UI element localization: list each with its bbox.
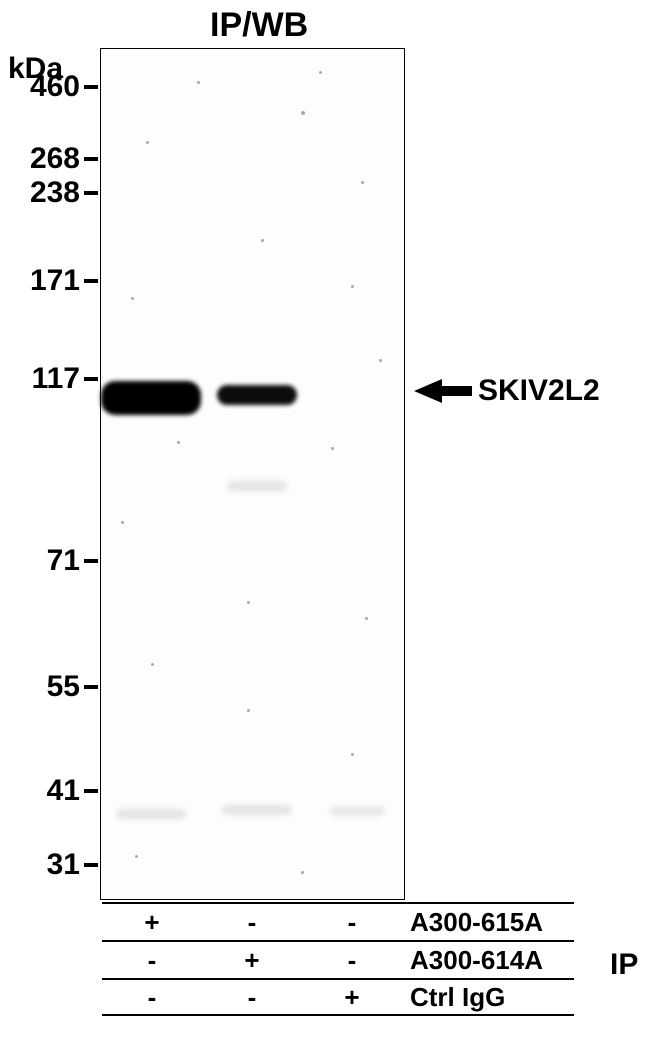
blot-speck — [301, 871, 304, 874]
blot-speck — [146, 141, 149, 144]
western-blot-figure: IP/WB kDa 46026823817111771554131 SKIV2L… — [0, 0, 650, 1053]
mw-tick — [84, 685, 98, 689]
faint-band — [116, 809, 186, 819]
blot-speck — [365, 617, 368, 620]
ip-cell: - — [202, 982, 302, 1013]
mw-value: 171 — [30, 264, 80, 298]
mw-value: 71 — [47, 544, 80, 578]
blot-speck — [301, 111, 305, 115]
mw-marker: 41 — [2, 774, 98, 808]
blot-speck — [121, 521, 124, 524]
mw-value: 238 — [30, 176, 80, 210]
faint-band — [330, 807, 385, 815]
target-arrow: SKIV2L2 — [414, 374, 600, 408]
blot-speck — [331, 447, 334, 450]
faint-band — [222, 805, 292, 815]
ip-cell: - — [202, 907, 302, 938]
mw-value: 31 — [47, 848, 80, 882]
mw-marker: 460 — [2, 70, 98, 104]
blot-speck — [361, 181, 364, 184]
mw-tick — [84, 789, 98, 793]
mw-value: 117 — [32, 362, 80, 396]
ip-row: --+Ctrl IgG — [102, 978, 574, 1016]
protein-name-label: SKIV2L2 — [478, 374, 600, 408]
protein-band — [217, 385, 297, 405]
figure-title: IP/WB — [210, 6, 308, 45]
mw-marker: 238 — [2, 176, 98, 210]
blot-speck — [247, 709, 250, 712]
mw-marker: 268 — [2, 142, 98, 176]
blot-speck — [135, 855, 138, 858]
ip-cell: + — [202, 945, 302, 976]
ip-cell: - — [102, 982, 202, 1013]
faint-band — [227, 481, 287, 491]
mw-tick — [84, 191, 98, 195]
blot-speck — [379, 359, 382, 362]
ip-cell: + — [302, 982, 402, 1013]
mw-marker: 31 — [2, 848, 98, 882]
mw-value: 460 — [30, 70, 80, 104]
mw-value: 41 — [47, 774, 80, 808]
blot-speck — [151, 663, 154, 666]
ip-row: -+-A300-614A — [102, 940, 574, 978]
ip-side-label: IP — [610, 948, 638, 982]
blot-speck — [351, 285, 354, 288]
ip-cell: - — [302, 907, 402, 938]
arrow-head-icon — [414, 379, 442, 403]
blot-speck — [197, 81, 200, 84]
blot-speck — [261, 239, 264, 242]
mw-tick — [84, 279, 98, 283]
ip-cell: - — [102, 945, 202, 976]
ip-antibody-label: Ctrl IgG — [402, 982, 574, 1013]
blot-speck — [177, 441, 180, 444]
blot-speck — [131, 297, 134, 300]
mw-tick — [84, 85, 98, 89]
mw-value: 268 — [30, 142, 80, 176]
ip-antibody-table: +--A300-615A-+-A300-614A--+Ctrl IgG — [102, 902, 574, 1016]
ip-row: +--A300-615A — [102, 902, 574, 940]
blot-speck — [351, 753, 354, 756]
blot-membrane — [100, 48, 405, 900]
mw-value: 55 — [47, 670, 80, 704]
mw-tick — [84, 559, 98, 563]
ip-cell: - — [302, 945, 402, 976]
mw-marker: 55 — [2, 670, 98, 704]
mw-tick — [84, 377, 98, 381]
mw-tick — [84, 863, 98, 867]
mw-marker: 71 — [2, 544, 98, 578]
ip-antibody-label: A300-614A — [402, 945, 574, 976]
mw-marker: 171 — [2, 264, 98, 298]
ip-cell: + — [102, 907, 202, 938]
blot-speck — [319, 71, 322, 74]
mw-tick — [84, 157, 98, 161]
mw-marker: 117 — [2, 362, 98, 396]
arrow-shaft — [442, 386, 472, 396]
blot-speck — [247, 601, 250, 604]
protein-band — [101, 381, 201, 415]
ip-antibody-label: A300-615A — [402, 907, 574, 938]
